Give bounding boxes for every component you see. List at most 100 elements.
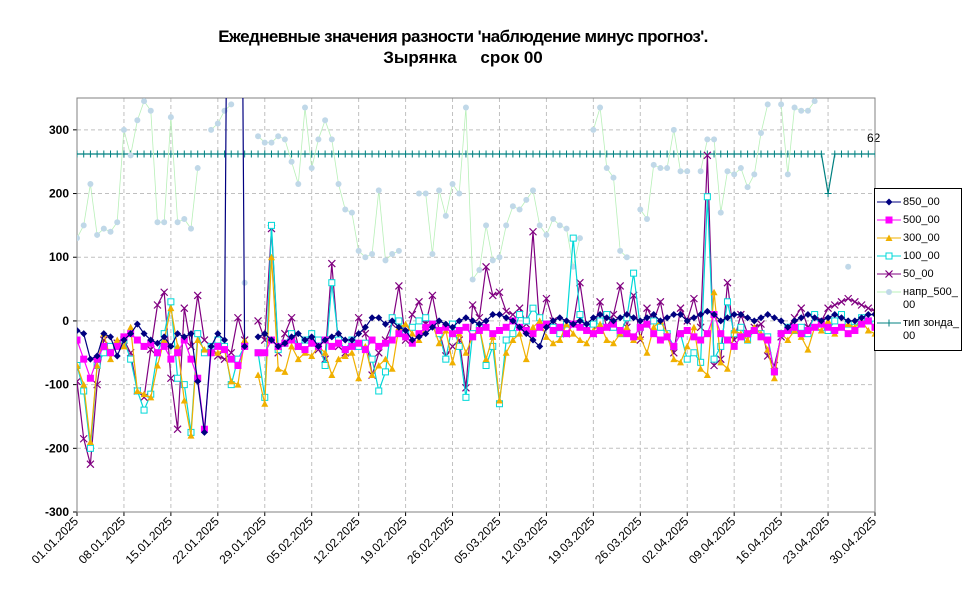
marker <box>764 101 771 108</box>
marker <box>542 333 550 340</box>
marker <box>355 339 363 347</box>
x-tick-label: 15.01.2025 <box>123 514 176 567</box>
marker <box>630 150 638 158</box>
marker <box>723 278 732 287</box>
legend-label: 850_00 <box>903 196 940 208</box>
marker <box>114 219 121 226</box>
marker <box>429 251 436 258</box>
marker <box>80 222 87 229</box>
marker <box>375 150 383 158</box>
marker <box>710 355 718 363</box>
marker <box>569 330 577 337</box>
marker <box>831 150 839 158</box>
marker <box>704 136 711 143</box>
marker <box>563 150 571 158</box>
marker <box>153 339 161 347</box>
marker <box>194 336 202 344</box>
marker <box>529 150 537 158</box>
marker <box>328 342 336 350</box>
marker <box>87 180 94 187</box>
marker <box>717 209 724 216</box>
marker <box>837 314 845 322</box>
marker <box>690 323 698 331</box>
marker <box>670 355 678 363</box>
marker <box>717 342 725 350</box>
marker <box>469 150 477 158</box>
marker <box>194 165 201 172</box>
marker <box>422 323 430 331</box>
marker <box>851 326 859 334</box>
marker <box>864 150 872 158</box>
marker <box>656 150 664 158</box>
x-tick-label: 23.04.2025 <box>780 514 833 567</box>
marker <box>690 294 698 303</box>
marker <box>140 390 148 398</box>
legend-item: 500_00 <box>875 214 961 227</box>
marker <box>636 323 644 331</box>
marker <box>294 150 302 158</box>
marker <box>348 209 355 216</box>
marker <box>113 336 121 344</box>
marker <box>314 150 322 158</box>
legend-label: 300_00 <box>903 232 940 244</box>
marker <box>208 126 215 133</box>
marker <box>348 150 356 158</box>
marker <box>174 219 181 226</box>
marker <box>140 330 148 338</box>
marker <box>590 126 597 133</box>
legend-item: напр_500_00 <box>875 286 961 312</box>
marker <box>388 317 396 325</box>
marker <box>127 355 135 363</box>
marker <box>804 346 812 353</box>
marker <box>469 317 477 325</box>
marker <box>335 150 343 158</box>
marker <box>717 150 725 158</box>
y-tick-label: 100 <box>49 250 69 264</box>
marker <box>280 329 289 338</box>
marker <box>650 330 658 338</box>
marker <box>100 342 108 350</box>
marker <box>563 330 571 338</box>
marker <box>717 330 725 338</box>
marker <box>556 314 564 322</box>
marker <box>468 301 477 309</box>
marker <box>335 355 343 363</box>
marker <box>502 314 510 322</box>
marker <box>837 150 845 158</box>
marker <box>616 281 625 290</box>
marker <box>495 326 503 334</box>
marker <box>335 330 343 338</box>
marker <box>388 365 396 372</box>
y-tick-label: -200 <box>45 441 69 455</box>
marker <box>690 314 698 322</box>
marker <box>791 104 798 111</box>
marker <box>737 333 745 341</box>
marker <box>589 150 597 158</box>
marker <box>650 311 658 319</box>
marker <box>502 323 510 331</box>
marker <box>428 150 436 158</box>
marker <box>549 317 557 325</box>
marker <box>274 150 282 158</box>
marker <box>261 150 269 158</box>
marker <box>770 314 778 322</box>
marker <box>321 336 329 344</box>
marker <box>650 150 658 158</box>
marker <box>193 291 202 300</box>
series-line <box>77 155 875 465</box>
marker <box>522 150 530 158</box>
marker <box>583 320 591 328</box>
marker <box>355 247 362 254</box>
y-tick-label: -100 <box>45 378 69 392</box>
marker <box>677 358 685 366</box>
marker <box>207 150 215 158</box>
marker <box>381 150 389 158</box>
marker <box>281 368 289 375</box>
marker <box>328 279 336 287</box>
marker <box>113 342 121 350</box>
marker <box>488 291 497 300</box>
legend-label: 50_00 <box>903 268 934 280</box>
marker <box>469 276 476 283</box>
marker <box>80 381 88 388</box>
marker <box>254 349 262 357</box>
